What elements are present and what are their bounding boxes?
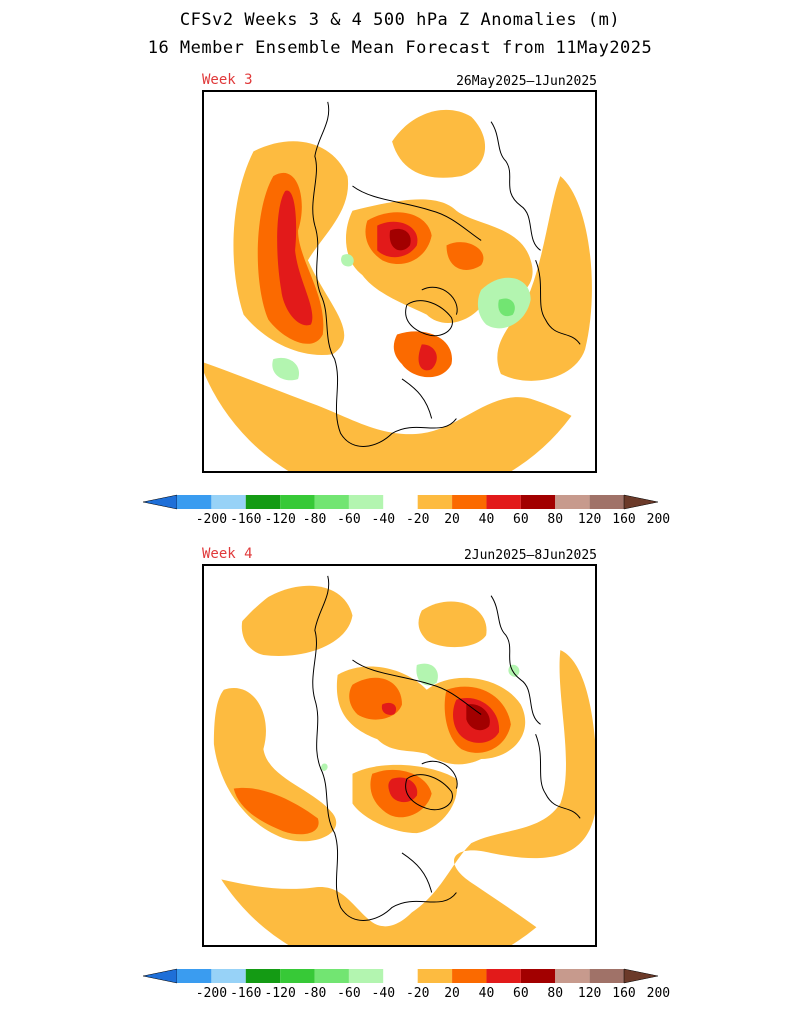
colorbar-swatch [589, 969, 624, 983]
colorbar-tick-label: -120 [264, 986, 296, 1001]
week-3-map [202, 90, 597, 473]
colorbar-tick-label: 60 [513, 986, 529, 1001]
colorbar-swatch [417, 969, 453, 983]
colorbar-arrow-left [143, 968, 178, 984]
colorbar-tick-label: 40 [478, 512, 495, 527]
colorbar-tick-label: -80 [302, 986, 327, 1001]
colorbar-tick-label: -60 [337, 512, 361, 527]
colorbar-tick-label: 80 [547, 512, 564, 527]
colorbar-2-swatches [143, 968, 658, 984]
colorbar-swatch [245, 969, 281, 983]
colorbar-tick-label: 20 [444, 512, 460, 527]
colorbar-tick-label: 120 [577, 986, 602, 1001]
colorbar-tick-label: -160 [230, 986, 262, 1001]
colorbar-arrow-left [143, 494, 178, 510]
week3-positive-80-contours [389, 228, 411, 251]
colorbar-swatch [417, 495, 453, 509]
colorbar-swatch [520, 969, 556, 983]
colorbar-swatch [177, 969, 212, 983]
colorbar-swatch [177, 495, 212, 509]
colorbar-tick-label: -20 [405, 986, 430, 1001]
colorbar-tick-label: 160 [612, 986, 636, 1001]
colorbar-swatch [383, 495, 418, 509]
week3-negative-40-contours [498, 298, 515, 317]
colorbar-swatch [486, 495, 521, 509]
week-4-map-canvas [204, 566, 595, 945]
colorbar-swatch [314, 495, 349, 509]
colorbar-tick-label: -60 [337, 986, 361, 1001]
colorbar-swatch [280, 495, 315, 509]
week-4-map [202, 564, 597, 947]
hemisphere-disc [204, 566, 595, 945]
coastlines [312, 101, 581, 447]
week-4-date-range: 2Jun2025–8Jun2025 [463, 548, 597, 563]
colorbar-tick-label: -200 [195, 512, 228, 527]
week-3-label: Week 3 [202, 72, 253, 88]
colorbar-swatch [245, 495, 281, 509]
week-3-date-range: 26May2025–1Jun2025 [456, 74, 597, 89]
colorbar-tick-label: 200 [646, 512, 671, 527]
colorbar-tick-label: -160 [230, 512, 262, 527]
colorbar-arrow-right [623, 968, 658, 984]
colorbar-tick-label: 200 [646, 986, 671, 1001]
colorbar-swatch [280, 969, 315, 983]
colorbar-tick-label: -20 [405, 512, 430, 527]
colorbar-tick-label: -80 [302, 512, 327, 527]
colorbar-swatch [589, 495, 624, 509]
colorbar-swatch [555, 969, 590, 983]
colorbar-tick-label: -40 [371, 986, 396, 1001]
colorbar-2: -200 -160 -120 -80 -60 -40 -20 20 40 60 80 120 160 20… [143, 966, 670, 1010]
colorbar-tick-label: 160 [612, 512, 636, 527]
colorbar-swatch [520, 495, 556, 509]
colorbar-tick-label: -120 [264, 512, 296, 527]
colorbar-tick-label: 60 [513, 512, 529, 527]
colorbar-swatch [314, 969, 349, 983]
coastlines [312, 575, 581, 921]
colorbar-tick-label: 20 [444, 986, 460, 1001]
colorbar-tick-label: 40 [478, 986, 495, 1001]
colorbar-tick-label: 120 [577, 512, 602, 527]
colorbar-1-ticks: -200 -160 -120 -80 -60 -40 -20 20 40 60 80 120 160 20… [143, 512, 670, 528]
colorbar-swatch [383, 969, 418, 983]
colorbar-swatch [452, 495, 487, 509]
colorbar-1-swatches [143, 494, 658, 510]
week-3-map-canvas [204, 92, 595, 471]
colorbar-swatch [348, 969, 384, 983]
title-line-1: CFSv2 Weeks 3 & 4 500 hPa Z Anomalies (m… [179, 10, 621, 30]
colorbar-2-ticks: -200 -160 -120 -80 -60 -40 -20 20 40 60 80 120 160 20… [143, 986, 670, 1002]
colorbar-tick-label: -200 [195, 986, 228, 1001]
colorbar-tick-label: 80 [547, 986, 564, 1001]
week4-positive-80-contours [466, 704, 490, 731]
colorbar-swatch [211, 969, 246, 983]
colorbar-arrow-right [623, 494, 658, 510]
colorbar-swatch [486, 969, 521, 983]
colorbar-swatch [211, 495, 246, 509]
colorbar-swatch [555, 495, 590, 509]
colorbar-1: -200 -160 -120 -80 -60 -40 -20 20 40 60 80 120 160 20… [143, 492, 670, 536]
colorbar-tick-label: -40 [371, 512, 396, 527]
title-line-2: 16 Member Ensemble Mean Forecast from 11… [147, 38, 653, 58]
week-4-label: Week 4 [202, 546, 253, 562]
colorbar-swatch [452, 969, 487, 983]
colorbar-swatch [348, 495, 384, 509]
